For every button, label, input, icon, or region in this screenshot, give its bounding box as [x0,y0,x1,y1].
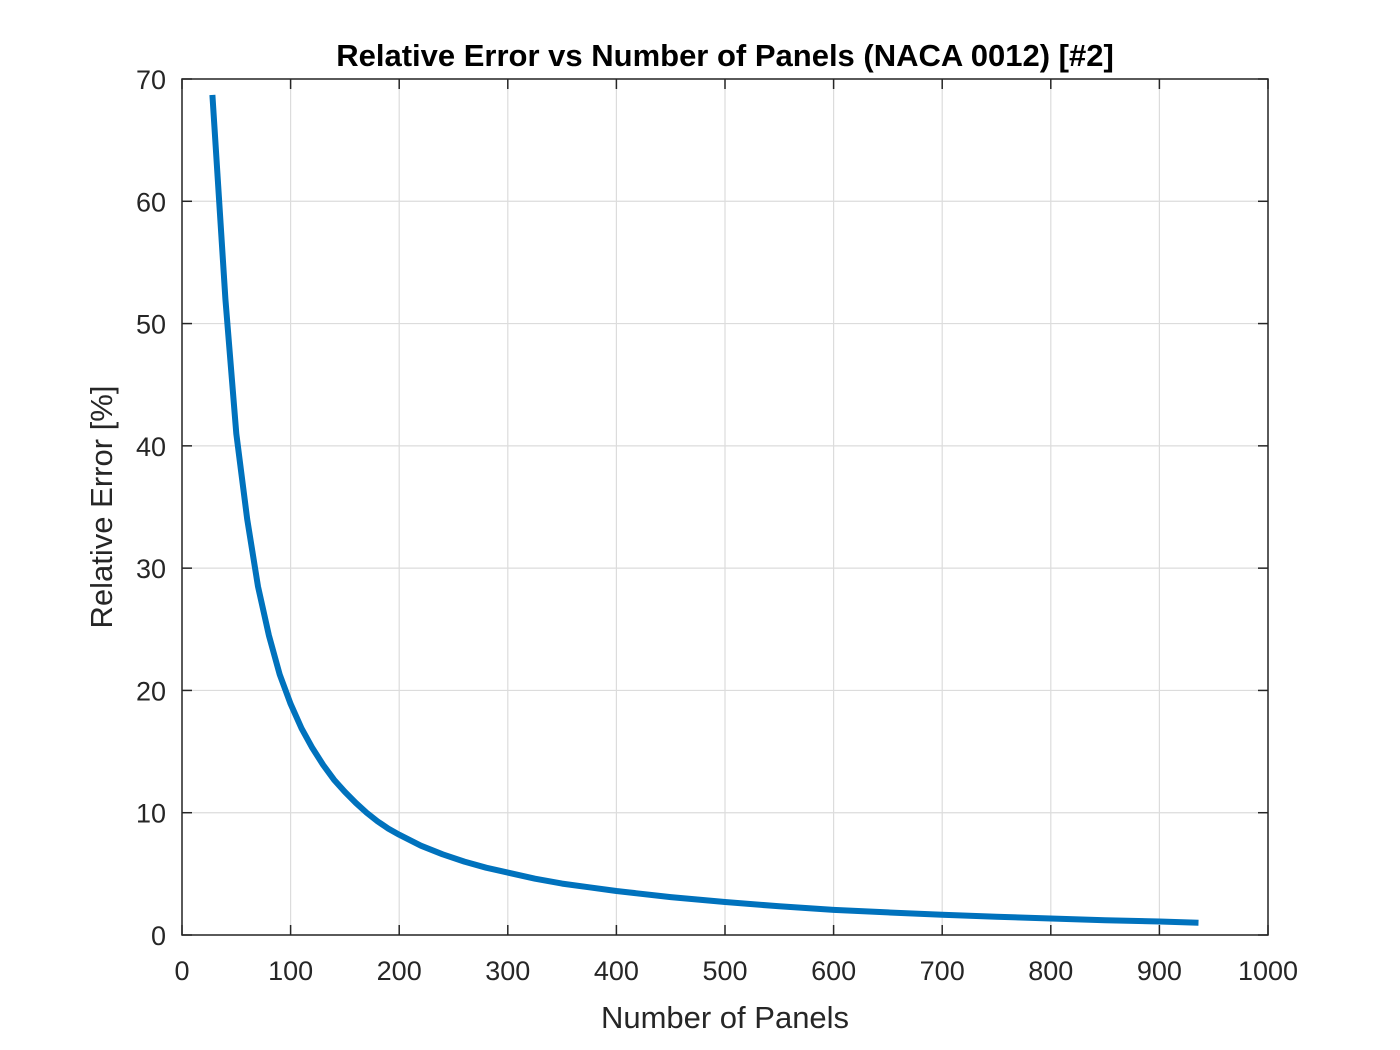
y-tick-label: 50 [136,310,166,340]
x-tick-label: 100 [268,956,313,986]
y-axis-label: Relative Error [%] [84,386,119,629]
y-tick-label: 10 [136,799,166,829]
x-tick-label: 500 [702,956,747,986]
x-tick-label: 200 [377,956,422,986]
chart-title: Relative Error vs Number of Panels (NACA… [336,38,1114,73]
y-tick-label: 60 [136,187,166,217]
x-tick-label: 800 [1028,956,1073,986]
x-tick-label: 700 [920,956,965,986]
x-axis-label: Number of Panels [601,1000,849,1035]
x-tick-labels: 0 100 200 300 400 500 600 700 800 900 1000 [174,956,1298,986]
y-tick-label: 30 [136,554,166,584]
y-tick-label: 20 [136,676,166,706]
y-tick-label: 0 [151,921,166,951]
series-line [209,94,1199,926]
series-group [209,94,1199,926]
x-tick-label: 400 [594,956,639,986]
y-tick-label: 40 [136,432,166,462]
axes-box [181,78,1269,936]
x-tick-label: 1000 [1238,956,1298,986]
x-tick-label: 600 [811,956,856,986]
x-tick-label: 300 [485,956,530,986]
y-tick-labels: 0 10 20 30 40 50 60 70 [136,65,166,951]
x-tick-label: 0 [174,956,189,986]
y-tick-label: 70 [136,65,166,95]
x-tick-label: 900 [1137,956,1182,986]
